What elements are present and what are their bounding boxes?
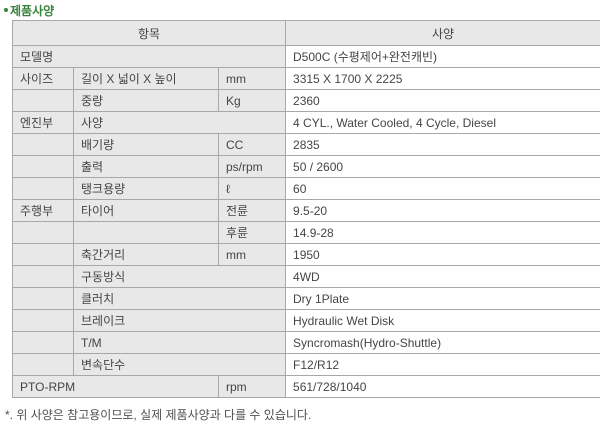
table-row: 중량 Kg 2360 — [12, 89, 600, 112]
spec-unit-cell: mm — [217, 243, 287, 266]
spec-unit-cell: mm — [217, 67, 287, 90]
spec-value-cell: 9.5-20 — [285, 199, 600, 222]
spec-value-cell: 4WD — [285, 265, 600, 288]
table-row: 축간거리 mm 1950 — [12, 243, 600, 266]
spec-label-cell: 배기량 — [73, 133, 219, 156]
spec-label-cell: 길이 X 넓이 X 높이 — [73, 67, 219, 90]
spec-label-cell — [73, 221, 219, 244]
section-cell: 엔진부 — [12, 111, 74, 134]
page-title: 제품사양 — [4, 3, 600, 18]
table-row: 브레이크 Hydraulic Wet Disk — [12, 309, 600, 332]
table-row: 출력 ps/rpm 50 / 2600 — [12, 155, 600, 178]
spec-value-cell: 4 CYL., Water Cooled, 4 Cycle, Diesel — [285, 111, 600, 134]
spec-label-cell: 클러치 — [72, 287, 287, 310]
section-cell — [12, 287, 74, 310]
table-header-row: 항목 사양 — [11, 20, 600, 46]
section-cell — [12, 265, 74, 288]
spec-label-cell: 구동방식 — [72, 265, 287, 288]
circle-bullet-icon — [4, 8, 8, 12]
spec-value-cell: Syncromash(Hydro-Shuttle) — [285, 331, 600, 354]
table-row: 주행부 타이어 전륜 9.5-20 — [12, 199, 600, 222]
section-cell — [12, 89, 74, 112]
spec-unit-cell: CC — [217, 133, 287, 156]
section-cell — [12, 177, 74, 200]
spec-value-cell: 50 / 2600 — [285, 155, 600, 178]
spec-label-cell: 브레이크 — [72, 309, 287, 332]
spec-label-cell: 변속단수 — [72, 353, 287, 376]
table-row: PTO-RPM rpm 561/728/1040 — [12, 375, 600, 398]
spec-value-cell: Dry 1Plate — [285, 287, 600, 310]
spec-value-cell: 14.9-28 — [285, 221, 600, 244]
spec-value-cell: 1950 — [285, 243, 600, 266]
table-row: 후륜 14.9-28 — [12, 221, 600, 244]
table-row: 엔진부 사양 4 CYL., Water Cooled, 4 Cycle, Di… — [12, 111, 600, 134]
table-row: 구동방식 4WD — [12, 265, 600, 288]
header-spec-cell: 사양 — [285, 20, 600, 46]
spec-label-cell: PTO-RPM — [12, 375, 219, 398]
table-row: 배기량 CC 2835 — [12, 133, 600, 156]
section-cell — [12, 133, 74, 156]
spec-label-cell: 축간거리 — [73, 243, 219, 266]
spec-unit-cell: Kg — [217, 89, 287, 112]
spec-label-cell: 사양 — [72, 111, 287, 134]
section-cell: 사이즈 — [12, 67, 74, 90]
spec-label-cell: 중량 — [73, 89, 219, 112]
spec-label-cell: 타이어 — [73, 199, 219, 222]
spec-value-cell: 2360 — [285, 89, 600, 112]
section-cell — [12, 155, 74, 178]
spec-page: 제품사양 항목 사양 모델명 D500C (수평제어+완전캐빈) 사이즈 길이 … — [4, 3, 600, 422]
table-row: T/M Syncromash(Hydro-Shuttle) — [12, 331, 600, 354]
table-row: 사이즈 길이 X 넓이 X 높이 mm 3315 X 1700 X 2225 — [12, 67, 600, 90]
spec-value-cell: Hydraulic Wet Disk — [285, 309, 600, 332]
spec-table: 항목 사양 모델명 D500C (수평제어+완전캐빈) 사이즈 길이 X 넓이 … — [11, 20, 600, 398]
spec-label-cell: 모델명 — [11, 45, 287, 68]
spec-unit-cell: ℓ — [217, 177, 287, 200]
table-row: 탱크용량 ℓ 60 — [12, 177, 600, 200]
spec-value-cell: D500C (수평제어+완전캐빈) — [285, 45, 600, 68]
section-cell — [12, 353, 74, 376]
spec-value-cell: 2835 — [285, 133, 600, 156]
spec-label-cell: 탱크용량 — [73, 177, 219, 200]
page-title-text: 제품사양 — [10, 3, 55, 18]
table-row: 모델명 D500C (수평제어+완전캐빈) — [11, 45, 600, 68]
footnote: *. 위 사양은 참고용이므로, 실제 제품사양과 다를 수 있습니다. — [5, 408, 312, 422]
spec-label-cell: 출력 — [73, 155, 219, 178]
spec-unit-cell: 후륜 — [217, 221, 287, 244]
section-cell — [12, 331, 74, 354]
table-row: 클러치 Dry 1Plate — [12, 287, 600, 310]
spec-value-cell: 60 — [285, 177, 600, 200]
section-cell — [12, 243, 74, 266]
spec-label-cell: T/M — [72, 331, 287, 354]
section-cell: 주행부 — [12, 199, 74, 222]
spec-value-cell: F12/R12 — [285, 353, 600, 376]
table-row: 변속단수 F12/R12 — [12, 353, 600, 376]
header-item-cell: 항목 — [11, 20, 287, 46]
spec-value-cell: 3315 X 1700 X 2225 — [285, 67, 600, 90]
spec-unit-cell: 전륜 — [217, 199, 287, 222]
spec-value-cell: 561/728/1040 — [285, 375, 600, 398]
spec-unit-cell: rpm — [217, 375, 287, 398]
section-cell — [12, 309, 74, 332]
spec-unit-cell: ps/rpm — [217, 155, 287, 178]
section-cell — [12, 221, 74, 244]
